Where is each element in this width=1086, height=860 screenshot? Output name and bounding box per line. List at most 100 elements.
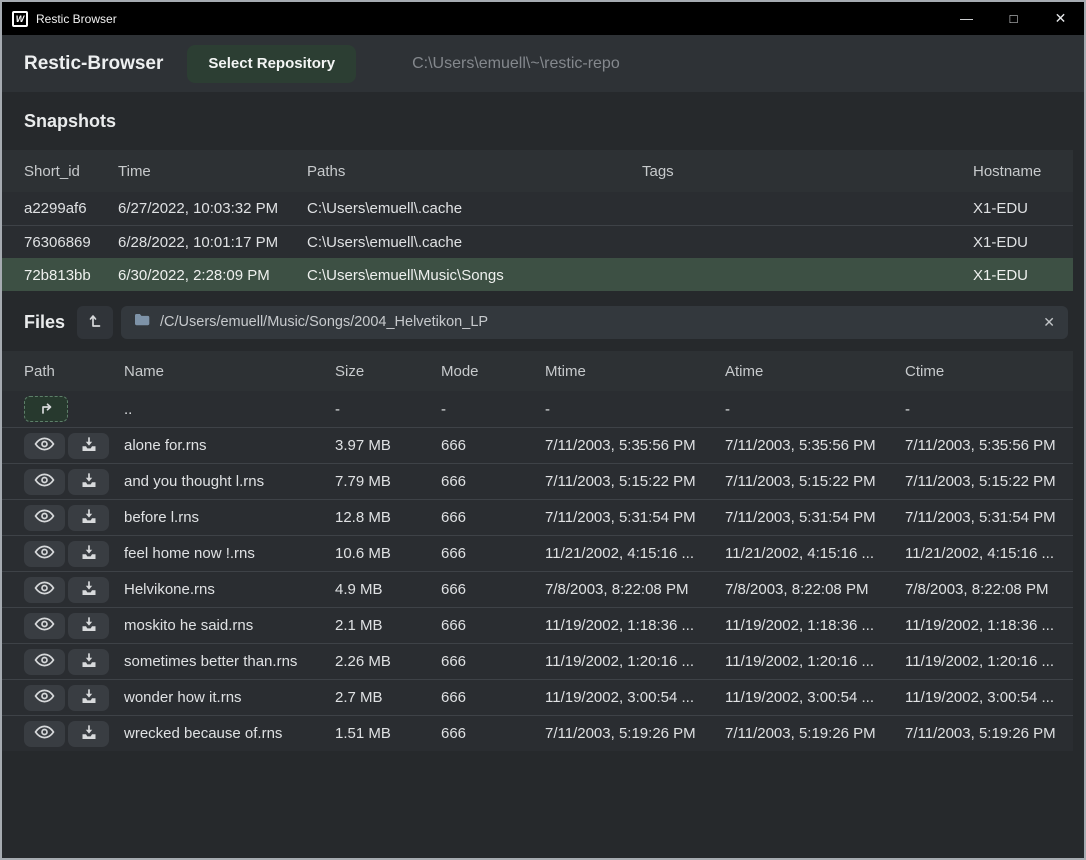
preview-button[interactable] [24, 540, 65, 567]
cell-time: 6/30/2022, 2:28:09 PM [118, 266, 270, 284]
cell-atime: 11/19/2002, 1:20:16 ... [725, 653, 875, 670]
file-row[interactable]: Helvikone.rns 4.9 MB 666 7/8/2003, 8:22:… [2, 571, 1073, 607]
download-icon [81, 688, 97, 707]
cell-short-id: 72b813bb [24, 266, 91, 284]
column-header-name: Name [124, 362, 165, 380]
download-button[interactable] [68, 504, 109, 531]
snapshots-table: Short_id Time Paths Tags Hostname a2299a… [2, 150, 1073, 291]
cell-name: feel home now !.rns [124, 545, 255, 562]
file-row[interactable]: alone for.rns 3.97 MB 666 7/11/2003, 5:3… [2, 427, 1073, 463]
cell-hostname: X1-EDU [973, 266, 1029, 284]
snapshot-row[interactable]: 72b813bb 6/30/2022, 2:28:09 PM C:\Users\… [2, 258, 1073, 291]
maximize-icon: □ [1009, 11, 1018, 26]
cell-mode: 666 [441, 437, 467, 454]
cell-paths: C:\Users\emuell\Music\Songs [307, 266, 504, 284]
folder-icon [134, 313, 150, 331]
minimize-button[interactable]: — [943, 2, 990, 35]
download-button[interactable] [68, 648, 109, 675]
current-path-bar[interactable]: /C/Users/emuell/Music/Songs/2004_Helveti… [121, 305, 1068, 339]
file-actions [24, 504, 124, 531]
minimize-icon: — [960, 11, 973, 26]
files-table: Path Name Size Mode Mtime Atime Ctime [2, 351, 1073, 751]
column-header-atime: Atime [725, 362, 764, 380]
cell-mtime: 7/11/2003, 5:31:54 PM [545, 509, 696, 526]
file-row[interactable]: .. - - - - - [2, 391, 1073, 427]
level-up-icon [88, 313, 103, 331]
file-row[interactable]: sometimes better than.rns 2.26 MB 666 11… [2, 643, 1073, 679]
eye-icon [34, 617, 55, 634]
file-actions [24, 648, 124, 675]
column-header-hostname: Hostname [973, 162, 1042, 180]
cell-paths: C:\Users\emuell\.cache [307, 200, 463, 217]
download-icon [81, 544, 97, 563]
download-button[interactable] [68, 576, 109, 603]
download-button[interactable] [68, 432, 109, 459]
preview-button[interactable] [24, 504, 65, 531]
cell-size: 7.79 MB [335, 473, 391, 490]
cell-ctime: 11/19/2002, 1:20:16 ... [905, 653, 1055, 670]
close-button[interactable]: ✕ [1037, 2, 1084, 35]
cell-size: 1.51 MB [335, 725, 391, 742]
download-button[interactable] [68, 468, 109, 495]
cell-atime: 7/11/2003, 5:15:22 PM [725, 473, 876, 490]
column-header-ctime: Ctime [905, 362, 945, 380]
eye-icon [34, 581, 55, 598]
file-row[interactable]: wrecked because of.rns 1.51 MB 666 7/11/… [2, 715, 1073, 751]
download-button[interactable] [68, 684, 109, 711]
cell-name: sometimes better than.rns [124, 653, 298, 670]
cell-atime: 7/11/2003, 5:31:54 PM [725, 509, 876, 526]
cell-atime: 11/19/2002, 3:00:54 ... [725, 689, 875, 706]
files-table-header: Path Name Size Mode Mtime Atime Ctime [2, 351, 1073, 391]
clear-path-button[interactable]: ✕ [1043, 314, 1055, 331]
cell-atime: 7/11/2003, 5:35:56 PM [725, 437, 876, 454]
download-icon [81, 508, 97, 527]
preview-button[interactable] [24, 684, 65, 711]
select-repository-button[interactable]: Select Repository [187, 44, 357, 83]
file-row[interactable]: and you thought l.rns 7.79 MB 666 7/11/2… [2, 463, 1073, 499]
file-row[interactable]: feel home now !.rns 10.6 MB 666 11/21/20… [2, 535, 1073, 571]
maximize-button[interactable]: □ [990, 2, 1037, 35]
cell-ctime: 7/8/2003, 8:22:08 PM [905, 581, 1049, 598]
file-row[interactable]: wonder how it.rns 2.7 MB 666 11/19/2002,… [2, 679, 1073, 715]
cell-size: 2.26 MB [335, 653, 391, 670]
cell-time: 6/27/2022, 10:03:32 PM [118, 200, 279, 217]
preview-button[interactable] [24, 576, 65, 603]
column-header-mtime: Mtime [545, 362, 586, 380]
cell-ctime: 11/21/2002, 4:15:16 ... [905, 545, 1055, 562]
cell-mtime: 11/21/2002, 4:15:16 ... [545, 545, 695, 562]
current-path: /C/Users/emuell/Music/Songs/2004_Helveti… [160, 314, 489, 330]
download-button[interactable] [68, 540, 109, 567]
cell-size: 2.1 MB [335, 617, 383, 634]
cell-size: 12.8 MB [335, 509, 391, 526]
cell-atime: - [725, 400, 730, 418]
cell-mtime: 11/19/2002, 1:18:36 ... [545, 617, 695, 634]
file-row[interactable]: before l.rns 12.8 MB 666 7/11/2003, 5:31… [2, 499, 1073, 535]
snapshot-row[interactable]: a2299af6 6/27/2022, 10:03:32 PM C:\Users… [2, 192, 1073, 225]
up-directory-button[interactable] [24, 396, 68, 422]
column-header-path: Path [24, 362, 55, 380]
preview-button[interactable] [24, 720, 65, 747]
preview-button[interactable] [24, 432, 65, 459]
cell-mode: 666 [441, 545, 467, 562]
up-directory-icon [39, 401, 54, 417]
download-button[interactable] [68, 720, 109, 747]
snapshot-row[interactable]: 76306869 6/28/2022, 10:01:17 PM C:\Users… [2, 225, 1073, 258]
download-button[interactable] [68, 612, 109, 639]
snapshots-section-title: Snapshots [24, 110, 117, 131]
cell-short-id: 76306869 [24, 233, 91, 251]
file-actions [24, 396, 124, 422]
cell-mtime: - [545, 400, 550, 418]
cell-hostname: X1-EDU [973, 233, 1029, 251]
column-header-time: Time [118, 162, 151, 180]
preview-button[interactable] [24, 468, 65, 495]
go-to-root-button[interactable] [77, 305, 114, 339]
app-logo-icon: W [12, 10, 28, 27]
preview-button[interactable] [24, 648, 65, 675]
cell-name: moskito he said.rns [124, 617, 254, 634]
cell-mode: - [441, 400, 446, 418]
preview-button[interactable] [24, 612, 65, 639]
cell-mode: 666 [441, 509, 467, 526]
file-row[interactable]: moskito he said.rns 2.1 MB 666 11/19/200… [2, 607, 1073, 643]
download-icon [81, 436, 97, 455]
cell-ctime: 11/19/2002, 1:18:36 ... [905, 617, 1055, 634]
